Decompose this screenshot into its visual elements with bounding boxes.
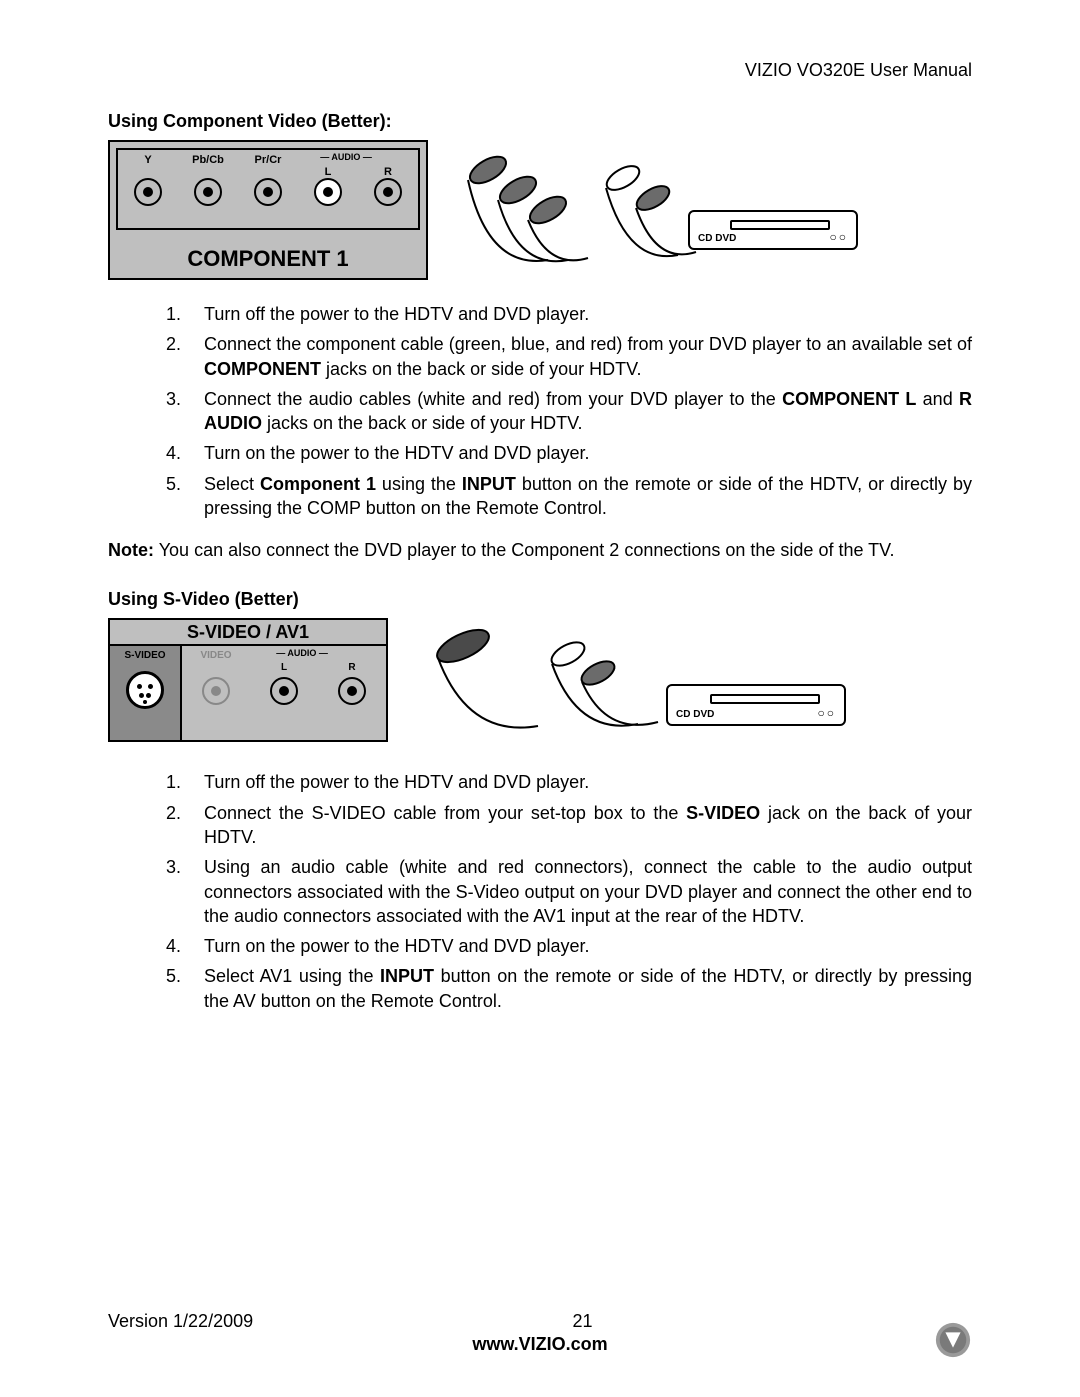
list-item: Select AV1 using the INPUT button on the… — [186, 964, 972, 1013]
section1-steps: Turn off the power to the HDTV and DVD p… — [186, 302, 972, 520]
jack-audio-l: — AUDIO — L — [298, 150, 358, 228]
svideo-cables-icon — [388, 618, 848, 748]
component-jack-row: Y Pb/Cb Pr/Cr — AUDIO — L R — [116, 148, 420, 230]
jack-prcr: Pr/Cr — [238, 150, 298, 228]
header-title: VIZIO VO320E User Manual — [108, 60, 972, 81]
jack-y: Y — [118, 150, 178, 228]
audio-r-jack: R — [318, 646, 386, 740]
page-footer: Version 1/22/2009 21 www.VIZIO.com — [108, 1311, 972, 1355]
list-item: Turn off the power to the HDTV and DVD p… — [186, 302, 972, 326]
svideo-panel: S-VIDEO / AV1 S-VIDEO VIDEO — AUDIO — L — [108, 618, 388, 742]
list-item: Turn on the power to the HDTV and DVD pl… — [186, 441, 972, 465]
section1-heading: Using Component Video (Better): — [108, 111, 972, 132]
svideo-left: S-VIDEO — [110, 646, 182, 740]
footer-url: www.VIZIO.com — [108, 1334, 972, 1355]
list-item: Connect the S-VIDEO cable from your set-… — [186, 801, 972, 850]
list-item: Using an audio cable (white and red conn… — [186, 855, 972, 928]
dvd-device: CD DVD ○○ — [688, 210, 858, 250]
list-item: Connect the audio cables (white and red)… — [186, 387, 972, 436]
footer-version: Version 1/22/2009 — [108, 1311, 253, 1332]
audio-l-jack: — AUDIO — L — [250, 646, 318, 740]
video-jack: VIDEO — [182, 646, 250, 740]
section2-steps: Turn off the power to the HDTV and DVD p… — [186, 770, 972, 1013]
component-cable-area: CD DVD ○○ — [428, 140, 848, 280]
list-item: Select Component 1 using the INPUT butto… — [186, 472, 972, 521]
list-item: Turn off the power to the HDTV and DVD p… — [186, 770, 972, 794]
footer-page: 21 — [573, 1311, 593, 1332]
svideo-diagram: S-VIDEO / AV1 S-VIDEO VIDEO — AUDIO — L — [108, 618, 848, 748]
svideo-right: VIDEO — AUDIO — L R — [182, 646, 386, 740]
svideo-title: S-VIDEO / AV1 — [110, 620, 386, 646]
list-item: Turn on the power to the HDTV and DVD pl… — [186, 934, 972, 958]
section1-note: Note: You can also connect the DVD playe… — [108, 540, 972, 561]
jack-pbcb: Pb/Cb — [178, 150, 238, 228]
component-panel: Y Pb/Cb Pr/Cr — AUDIO — L R COMPONENT 1 — [108, 140, 428, 280]
component-label: COMPONENT 1 — [110, 246, 426, 272]
vizio-logo-icon — [934, 1321, 972, 1359]
jack-audio-r: R — [358, 150, 418, 228]
list-item: Connect the component cable (green, blue… — [186, 332, 972, 381]
section2-heading: Using S-Video (Better) — [108, 589, 972, 610]
dvd-device-2: CD DVD ○○ — [666, 684, 846, 726]
svideo-jack-icon — [126, 671, 164, 709]
component-diagram: Y Pb/Cb Pr/Cr — AUDIO — L R COMPONENT 1 — [108, 140, 848, 280]
